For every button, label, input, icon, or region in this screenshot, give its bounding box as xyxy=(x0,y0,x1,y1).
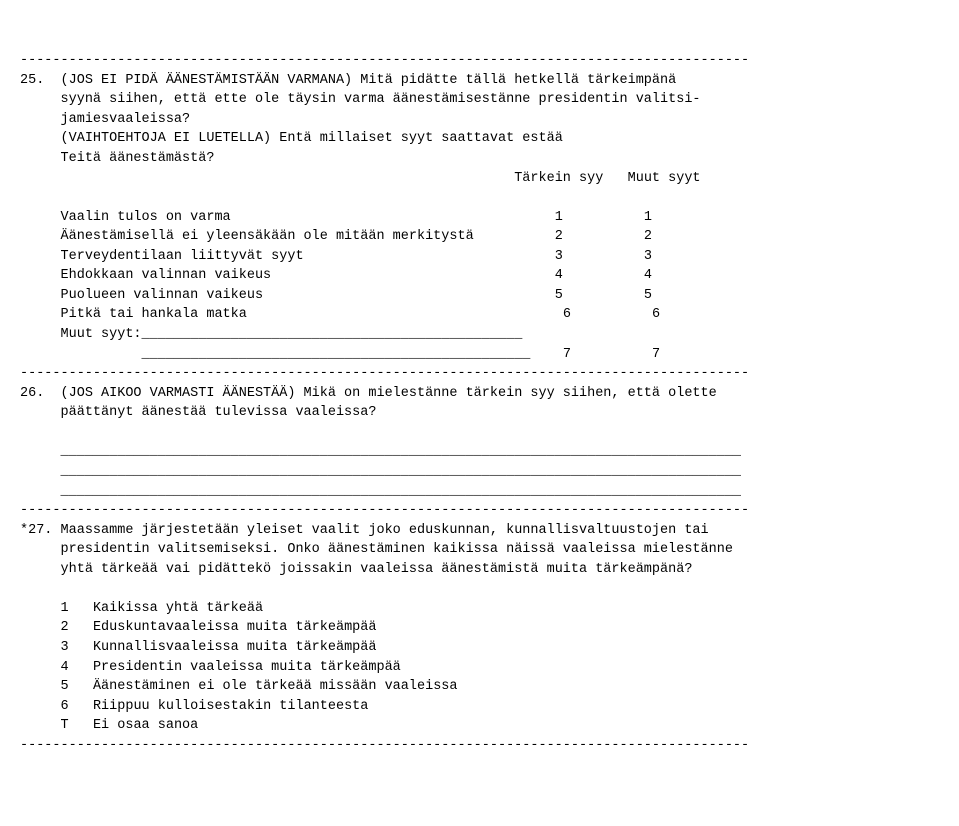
q25-row-c2: 6 xyxy=(652,307,660,322)
q25-row-c2: 2 xyxy=(644,229,652,244)
divider: ----------------------------------------… xyxy=(20,366,749,381)
q27-opt-text: Äänestäminen ei ole tärkeää missään vaal… xyxy=(93,679,458,694)
q25-row-label: Terveydentilaan liittyvät syyt xyxy=(61,249,304,264)
q27-opt-num: 3 xyxy=(61,640,69,655)
q27-opt-text: Riippuu kulloisestakin tilanteesta xyxy=(93,699,368,714)
q26-text-line2: päättänyt äänestää tulevissa vaaleissa? xyxy=(61,405,377,420)
q25-row-c1: 3 xyxy=(555,249,563,264)
q27-opt-text: Ei osaa sanoa xyxy=(93,718,198,733)
q26-number: 26. xyxy=(20,386,44,401)
q25-text-line3: jamiesvaaleissa? xyxy=(61,112,191,127)
q25-text-line4: (VAIHTOEHTOJA EI LUETELLA) Entä millaise… xyxy=(61,131,563,146)
q27-opt-text: Kunnallisvaaleissa muita tärkeämpää xyxy=(93,640,377,655)
q25-other-label: Muut syyt: xyxy=(61,327,142,342)
q25-row-c1: 4 xyxy=(555,268,563,283)
q26-text-line1: (JOS AIKOO VARMASTI ÄÄNESTÄÄ) Mikä on mi… xyxy=(61,386,717,401)
q26-blank-line: ________________________________________… xyxy=(61,464,742,479)
q25-text-line2: syynä siihen, että ette ole täysin varma… xyxy=(61,92,701,107)
q27-opt-num: T xyxy=(61,718,69,733)
q27-opt-num: 4 xyxy=(61,660,69,675)
q26-blank-line: ________________________________________… xyxy=(61,484,742,499)
q25-row-c2: 4 xyxy=(644,268,652,283)
q27-opt-num: 2 xyxy=(61,620,69,635)
q25-row-c1: 1 xyxy=(555,210,563,225)
q25-row-label: Vaalin tulos on varma xyxy=(61,210,231,225)
q27-opt-text: Kaikissa yhtä tärkeää xyxy=(93,601,263,616)
q25-other-c1: 7 xyxy=(563,347,571,362)
q27-text-line2: presidentin valitsemiseksi. Onko äänestä… xyxy=(61,542,733,557)
q27-text-line1: Maassamme järjestetään yleiset vaalit jo… xyxy=(61,523,709,538)
q25-row-label: Ehdokkaan valinnan vaikeus xyxy=(61,268,272,283)
q25-underline1: ________________________________________… xyxy=(142,327,523,342)
q25-underline2: ________________________________________… xyxy=(142,347,531,362)
q25-row-c1: 6 xyxy=(563,307,571,322)
q25-col-head-right: Muut syyt xyxy=(628,171,701,186)
document-page: ----------------------------------------… xyxy=(20,51,940,755)
q25-text-line5: Teitä äänestämästä? xyxy=(61,151,215,166)
q25-row-c2: 1 xyxy=(644,210,652,225)
q25-col-head-left: Tärkein syy xyxy=(514,171,603,186)
q25-row-c2: 3 xyxy=(644,249,652,264)
q27-opt-num: 1 xyxy=(61,601,69,616)
divider: ----------------------------------------… xyxy=(20,503,749,518)
q27-opt-num: 6 xyxy=(61,699,69,714)
q25-row-c2: 5 xyxy=(644,288,652,303)
q27-opt-text: Eduskuntavaaleissa muita tärkeämpää xyxy=(93,620,377,635)
q27-opt-num: 5 xyxy=(61,679,69,694)
q27-text-line3: yhtä tärkeää vai pidättekö joissakin vaa… xyxy=(61,562,693,577)
q25-row-label: Puolueen valinnan vaikeus xyxy=(61,288,264,303)
divider: ----------------------------------------… xyxy=(20,738,749,753)
q25-row-c1: 5 xyxy=(555,288,563,303)
q25-row-label: Pitkä tai hankala matka xyxy=(61,307,247,322)
q25-other-c2: 7 xyxy=(652,347,660,362)
q27-number: *27. xyxy=(20,523,52,538)
q27-opt-text: Presidentin vaaleissa muita tärkeämpää xyxy=(93,660,401,675)
q25-text-line1: (JOS EI PIDÄ ÄÄNESTÄMISTÄÄN VARMANA) Mit… xyxy=(61,73,677,88)
q25-number: 25. xyxy=(20,73,44,88)
q25-row-label: Äänestämisellä ei yleensäkään ole mitään… xyxy=(61,229,474,244)
q26-blank-line: ________________________________________… xyxy=(61,444,742,459)
divider: ----------------------------------------… xyxy=(20,53,749,68)
q25-row-c1: 2 xyxy=(555,229,563,244)
